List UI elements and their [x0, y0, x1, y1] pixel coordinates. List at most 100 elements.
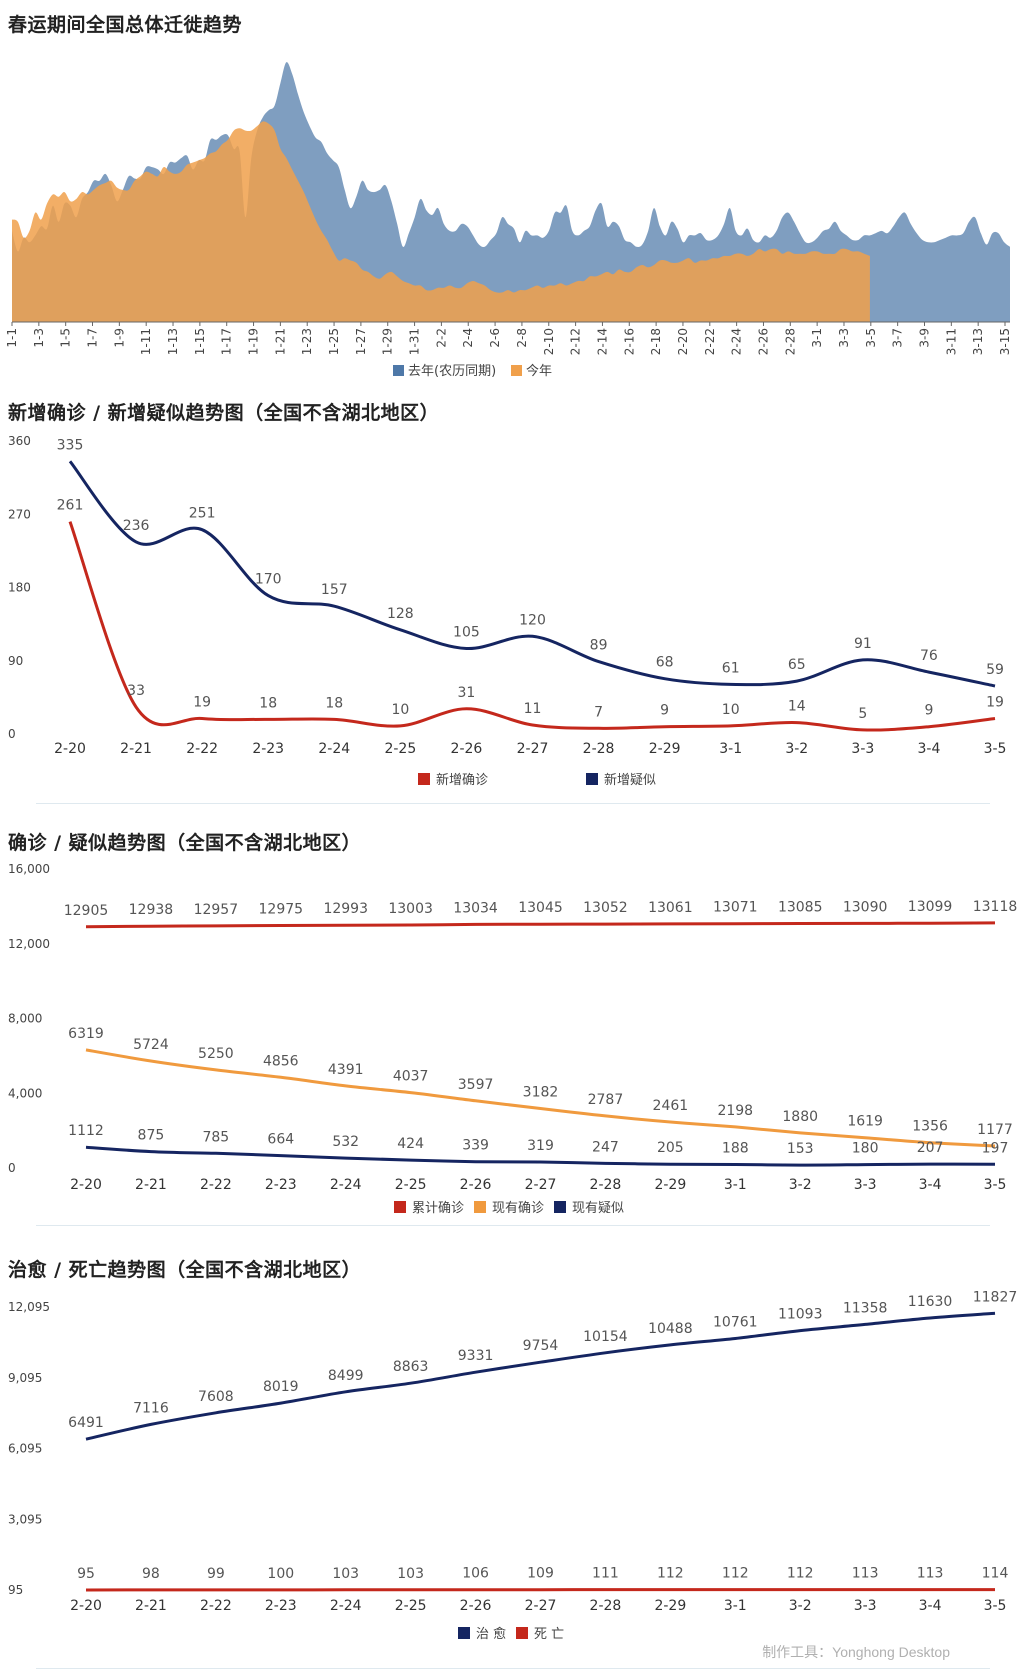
data-label: 10761: [713, 1314, 758, 1330]
data-label: 10488: [648, 1321, 693, 1337]
data-label: 7: [594, 704, 603, 720]
data-label: 1177: [977, 1122, 1013, 1138]
legend-label-1: 新增疑似: [604, 772, 656, 788]
x-tick-label: 3-3: [854, 1598, 877, 1614]
series-line-2: [85, 1145, 996, 1167]
data-label: 112: [722, 1566, 749, 1582]
y-tick-label: 360: [8, 434, 31, 448]
data-label: 109: [527, 1566, 554, 1582]
x-tick-label: 3-2: [789, 1598, 812, 1614]
data-label: 6319: [68, 1026, 104, 1042]
x-tick-label: 1-29: [381, 328, 395, 355]
data-label: 424: [397, 1136, 424, 1152]
y-tick-label: 12,000: [8, 937, 50, 951]
data-label: 207: [917, 1140, 944, 1156]
data-label: 532: [332, 1134, 359, 1150]
x-tick-label: 2-14: [595, 328, 609, 355]
data-label: 2787: [588, 1092, 624, 1108]
data-label: 9754: [523, 1338, 559, 1354]
data-label: 8019: [263, 1379, 299, 1395]
migration-area-chart: 1-1 1-3 1-5 1-7 1-9 1-11 1-13 1-15 1-17 1-19 1-21 1…: [5, 62, 1012, 379]
x-tick-label: 3-5: [984, 1598, 1007, 1614]
data-label: 13045: [518, 900, 563, 916]
data-label: 197: [982, 1140, 1009, 1156]
x-tick-label: 2-20: [70, 1177, 102, 1193]
x-tick-label: 2-25: [395, 1598, 427, 1614]
chart4-title: 治愈 / 死亡趋势图（全国不含湖北地区）: [8, 1259, 362, 1281]
x-tick-label: 2-26: [460, 1177, 492, 1193]
data-label: 13052: [583, 900, 628, 916]
data-label: 785: [202, 1129, 229, 1145]
x-tick-label: 3-11: [944, 328, 958, 355]
legend-label-0: 去年(农历同期): [408, 364, 496, 379]
data-label: 12993: [323, 901, 368, 917]
legend: 累计确诊 现有确诊 现有疑似: [394, 1200, 624, 1216]
legend-label-0: 累计确诊: [412, 1201, 464, 1216]
x-tick-label: 3-5: [864, 328, 878, 348]
x-tick-label: 1-31: [408, 328, 422, 355]
data-label: 14: [788, 699, 806, 715]
x-tick-label: 3-5: [984, 1177, 1007, 1193]
x-tick-label: 2-18: [649, 328, 663, 355]
y-tick-label: 3,095: [8, 1512, 42, 1526]
data-label: 128: [387, 606, 414, 622]
data-label: 319: [527, 1138, 554, 1154]
data-label: 112: [657, 1566, 684, 1582]
data-label: 5724: [133, 1037, 169, 1053]
data-label: 106: [462, 1566, 489, 1582]
x-tick-label: 3-2: [789, 1177, 812, 1193]
data-label: 335: [57, 437, 84, 453]
legend-swatch-0: [418, 773, 430, 785]
data-label: 112: [787, 1566, 814, 1582]
data-label: 59: [986, 662, 1004, 678]
x-tick-label: 2-22: [703, 328, 717, 355]
data-label: 33: [127, 683, 145, 699]
x-tick-label: 2-23: [265, 1177, 297, 1193]
x-tick-label: 2-27: [525, 1598, 557, 1614]
x-tick-label: 2-24: [330, 1177, 362, 1193]
x-tick-label: 2-6: [488, 328, 502, 348]
y-tick-label: 8,000: [8, 1012, 42, 1026]
y-tick-label: 4,000: [8, 1086, 42, 1100]
legend-label-2: 现有疑似: [572, 1200, 624, 1216]
legend-swatch-1: [516, 1627, 528, 1639]
x-tick-label: 1-27: [354, 328, 368, 355]
credit-text: 制作工具：Yonghong Desktop: [762, 1644, 950, 1660]
legend-label-1: 现有确诊: [492, 1201, 544, 1216]
y-tick-label: 9,095: [8, 1371, 42, 1385]
data-label: 339: [462, 1138, 489, 1154]
legend-swatch-2: [554, 1201, 566, 1213]
x-tick-label: 1-25: [327, 328, 341, 355]
data-label: 113: [917, 1566, 944, 1582]
legend: 新增确诊 新增疑似: [418, 772, 656, 788]
data-label: 99: [207, 1566, 225, 1582]
x-tick-label: 2-21: [135, 1598, 167, 1614]
data-label: 98: [142, 1566, 160, 1582]
data-label: 13071: [713, 900, 758, 916]
series-line-0: [85, 921, 996, 929]
x-tick-label: 3-1: [724, 1177, 747, 1193]
x-tick-label: 2-24: [730, 328, 744, 355]
data-label: 6491: [68, 1415, 104, 1431]
x-tick-label: 3-5: [984, 741, 1007, 757]
x-tick-label: 2-20: [54, 741, 86, 757]
legend-label-0: 治 愈: [476, 1627, 506, 1642]
x-tick-label: 2-12: [569, 328, 583, 355]
x-tick-label: 3-1: [724, 1598, 747, 1614]
data-label: 61: [722, 660, 740, 676]
data-label: 4037: [393, 1069, 429, 1085]
data-label: 1880: [782, 1109, 818, 1125]
x-tick-label: 1-13: [166, 328, 180, 355]
x-tick-label: 2-29: [654, 1598, 686, 1614]
data-label: 9: [660, 703, 669, 719]
data-label: 13090: [843, 899, 888, 915]
x-tick-label: 3-4: [919, 1177, 942, 1193]
divider-2: [36, 1225, 990, 1226]
legend-swatch-1: [586, 773, 598, 785]
x-tick-label: 2-8: [515, 328, 529, 348]
x-tick-label: 3-4: [917, 741, 940, 757]
y-tick-label: 12,095: [8, 1300, 50, 1314]
chart1-legend: 去年(农历同期) 今年: [393, 363, 552, 379]
x-tick-label: 2-26: [460, 1598, 492, 1614]
data-label: 89: [590, 638, 608, 654]
